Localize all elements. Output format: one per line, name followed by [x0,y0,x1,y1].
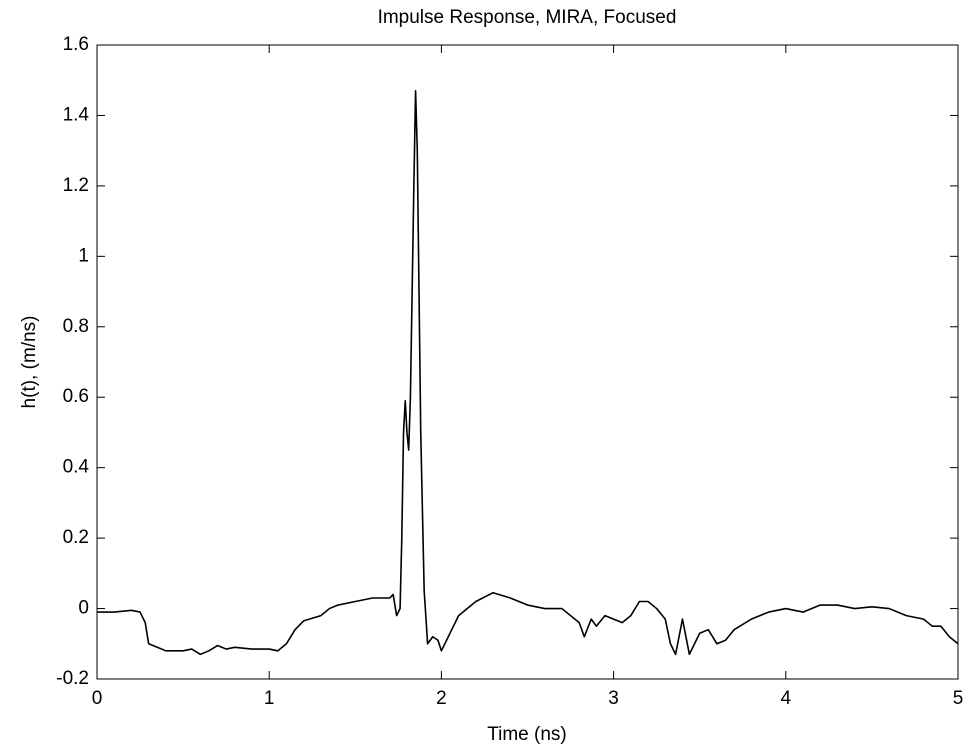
y-tick-label: 0.4 [63,457,90,478]
y-tick-label: 1.6 [63,34,89,55]
y-tick-label: 1.2 [63,175,89,196]
x-tick-label: 0 [92,688,103,709]
y-tick-label: 1 [78,245,89,266]
y-tick-label: 0 [78,598,89,619]
y-tick-label: 0.2 [63,527,89,548]
x-axis-label: Time (ns) [487,724,567,745]
chart-title: Impulse Response, MIRA, Focused [378,7,677,28]
y-tick-label: 0.6 [63,386,89,407]
x-tick-label: 1 [264,688,275,709]
plot-frame [96,44,959,680]
y-axis-label: h(t), (m/ns) [19,316,40,409]
x-tick-label: 3 [608,688,619,709]
x-tick-label: 5 [953,688,964,709]
y-tick-label: -0.2 [56,668,89,689]
x-tick-label: 4 [781,688,792,709]
y-tick-label: 1.4 [63,104,90,125]
data-line [97,89,959,656]
y-tick-label: 0.8 [63,316,89,337]
x-tick-label: 2 [436,688,447,709]
